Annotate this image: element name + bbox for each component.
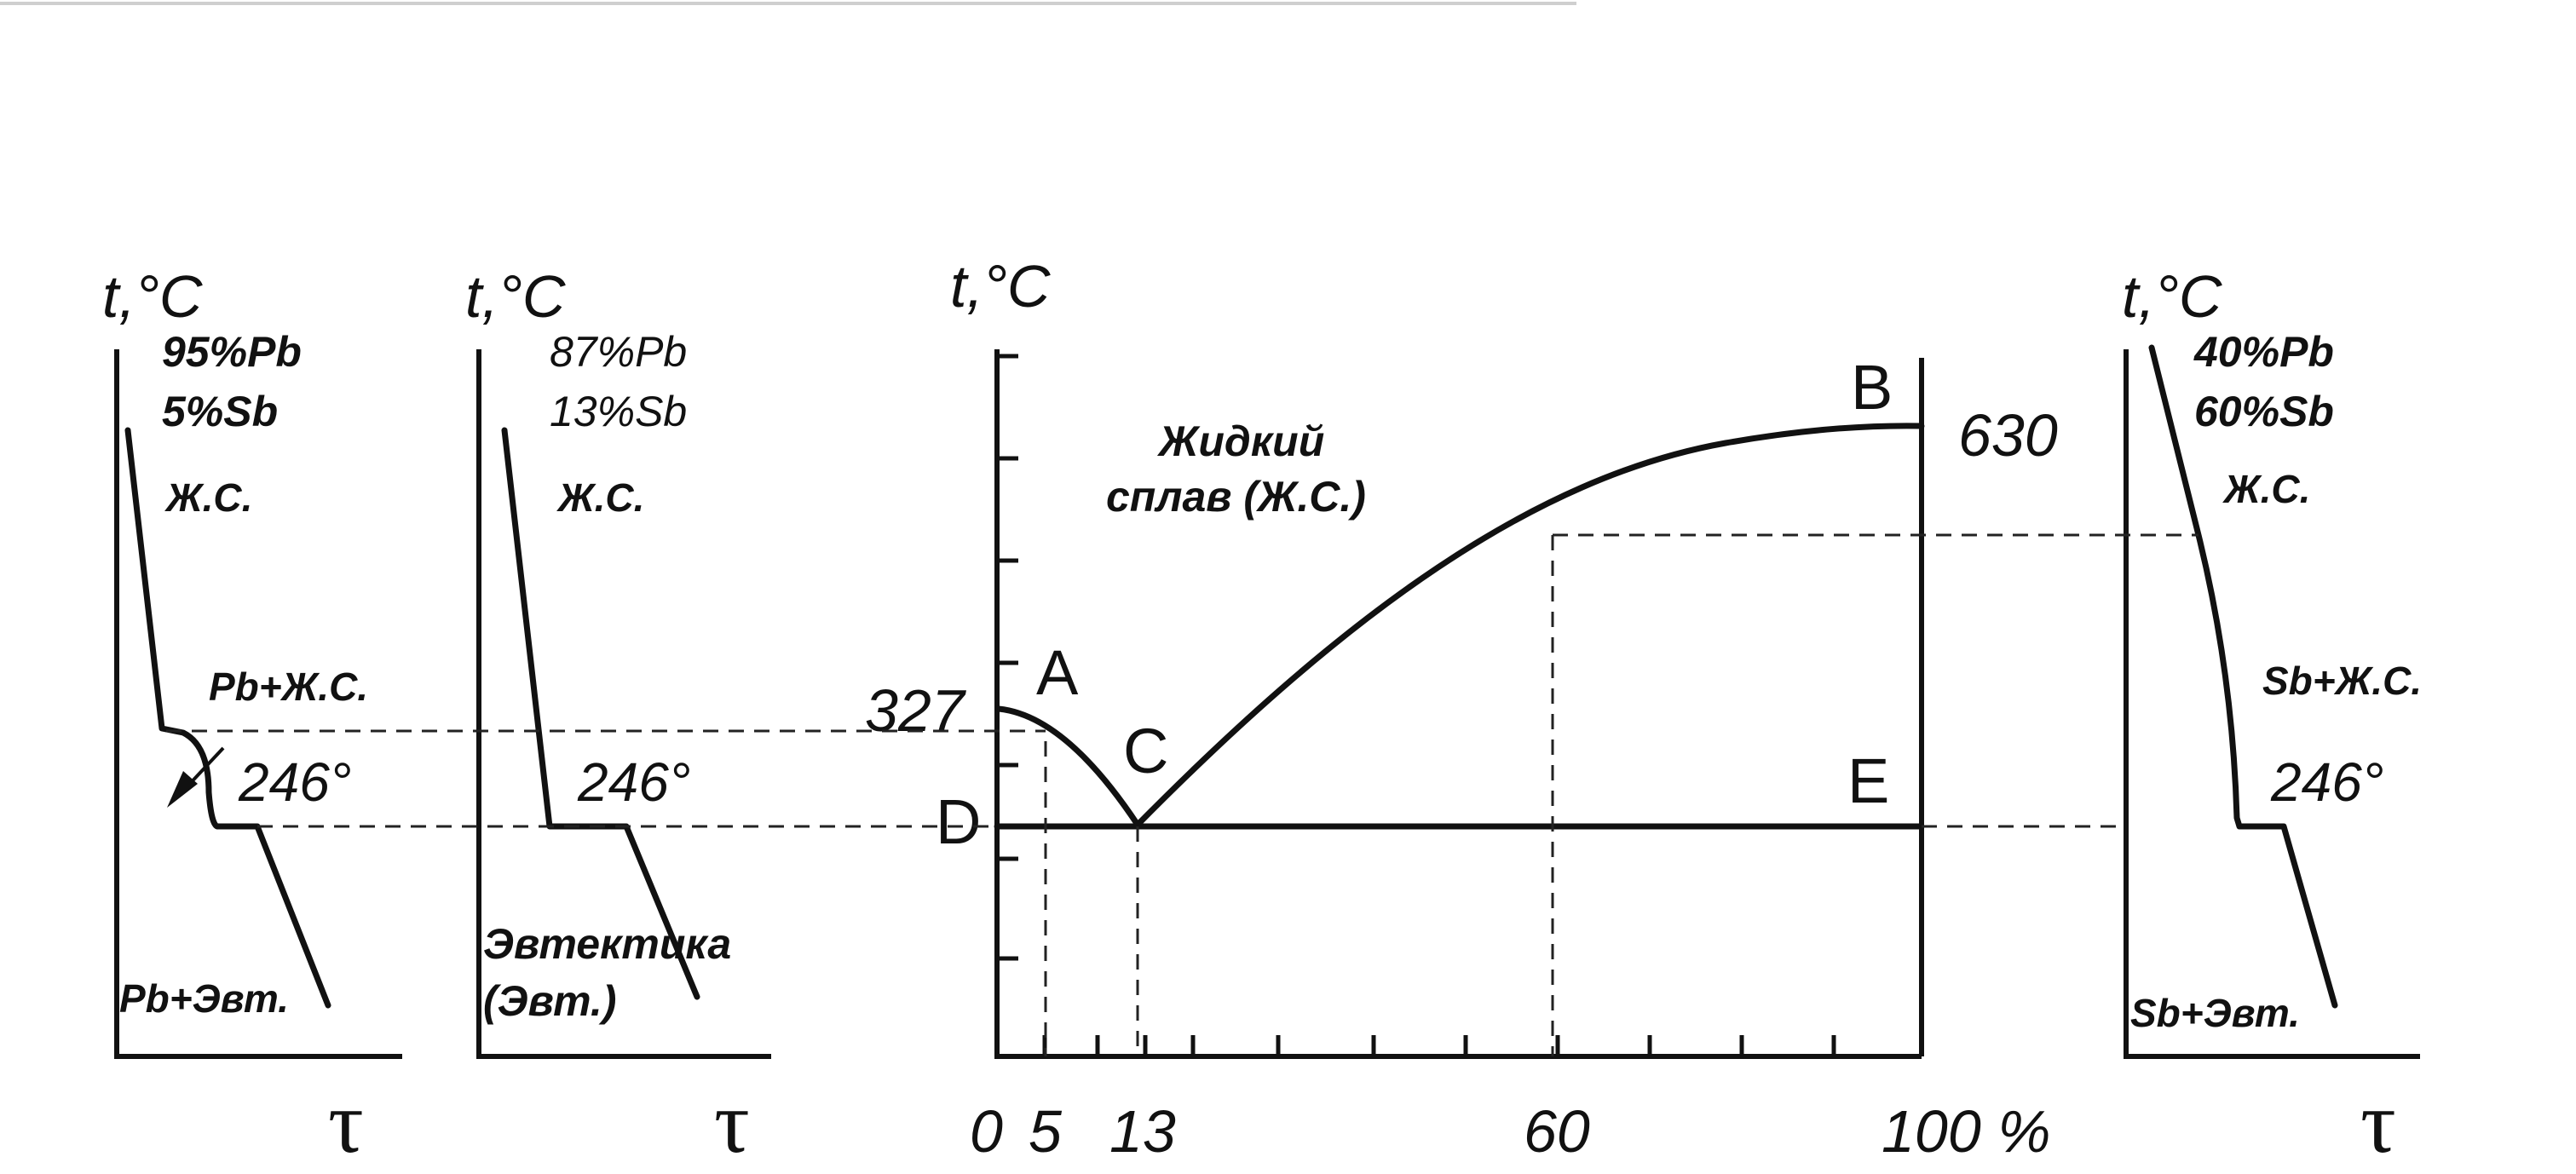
panel3-tau-axis-label: τ <box>2360 1073 2396 1171</box>
x-tick-label-13: 13 <box>1109 1098 1176 1165</box>
panel2-composition-pb: 87%Pb <box>550 328 687 376</box>
panel2-arrest-temp: 246° <box>577 751 690 813</box>
panel1-region-pb-eutectic: Pb+Эвт. <box>119 976 289 1021</box>
temp-label-327: 327 <box>865 677 967 744</box>
cooling-curve-panel-95pb: t,°C τ 95%Pb 5%Sb Ж.С. Pb+Ж.С. 246° Pb+Э… <box>102 263 402 1171</box>
panel2-composition-sb: 13%Sb <box>550 388 687 435</box>
panel1-arrow-head <box>167 771 198 808</box>
point-label-e: E <box>1847 745 1889 816</box>
panel3-composition-sb: 60%Sb <box>2194 388 2334 435</box>
panel1-composition-sb: 5%Sb <box>162 388 278 435</box>
panel3-region-sb-eutectic: Sb+Эвт. <box>2130 991 2300 1035</box>
panel3-region-sb-liquid: Sb+Ж.С. <box>2262 659 2422 703</box>
temp-label-630: 630 <box>1958 402 2058 469</box>
phase-diagram-t-axis-label: t,°C <box>950 253 1051 319</box>
liquidus-branch-c-b <box>1134 423 1925 828</box>
panel2-region-liquid: Ж.С. <box>556 475 644 520</box>
point-label-b: B <box>1851 352 1893 423</box>
x-tick-label-5: 5 <box>1029 1098 1063 1165</box>
panel2-tau-axis-label: τ <box>714 1073 750 1171</box>
x-tick-label-0: 0 <box>970 1098 1003 1165</box>
panel1-region-pb-liquid: Pb+Ж.С. <box>209 665 368 709</box>
panel3-composition-pb: 40%Pb <box>2193 328 2334 376</box>
panel1-t-axis-label: t,°C <box>102 263 203 330</box>
liquidus-branch-a-c <box>995 705 1141 828</box>
pb-sb-phase-diagram: t,°C Жидкий сплав (Ж.С.) 327 630 <box>865 253 2058 1165</box>
panel3-axes <box>2124 349 2420 1059</box>
point-label-d: D <box>936 786 981 857</box>
x-tick-label-60: 60 <box>1524 1098 1590 1165</box>
dashed-connectors <box>166 533 2199 828</box>
panel1-cooling-curve <box>124 427 331 1009</box>
panel3-region-liquid: Ж.С. <box>2222 467 2310 511</box>
panel2-cooling-curve <box>501 427 700 1000</box>
liquid-region-label: Жидкий <box>1156 417 1324 465</box>
panel3-arrest-temp: 246° <box>2270 751 2383 813</box>
x-tick-label-100: 100 % <box>1882 1098 2050 1165</box>
panel2-region-eutectic: Эвтектика <box>483 920 731 968</box>
point-label-c: C <box>1123 716 1168 786</box>
panel1-region-liquid: Ж.С. <box>164 475 252 520</box>
panel1-arrest-temp: 246° <box>238 751 351 813</box>
panel3-t-axis-label: t,°C <box>2122 263 2222 330</box>
panel1-axes <box>114 349 402 1059</box>
point-label-a: A <box>1036 637 1079 708</box>
cooling-curve-panel-40pb: t,°C τ 40%Pb 60%Sb Ж.С. Sb+Ж.С. 246° Sb+… <box>2122 263 2422 1171</box>
panel1-tau-axis-label: τ <box>328 1073 364 1171</box>
panel3-cooling-curve <box>2148 344 2338 1009</box>
panel1-composition-pb: 95%Pb <box>162 328 302 376</box>
phase-diagram-axes <box>994 349 1922 1059</box>
panel2-axes <box>476 349 771 1059</box>
liquid-region-label-2: сплав (Ж.С.) <box>1106 473 1366 521</box>
cooling-curve-panel-87pb: t,°C τ 87%Pb 13%Sb Ж.С. 246° Эвтектика (… <box>465 263 771 1171</box>
panel2-region-eutectic-abbr: (Эвт.) <box>483 977 616 1025</box>
panel2-t-axis-label: t,°C <box>465 263 566 330</box>
